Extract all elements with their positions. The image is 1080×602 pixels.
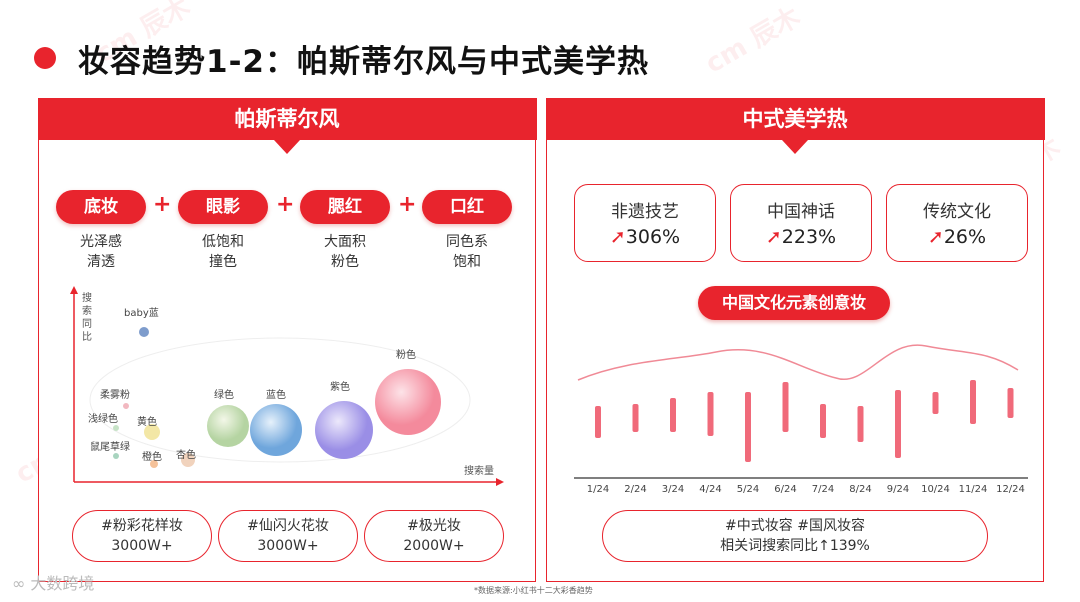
- bubble-label: 柔雾粉: [100, 388, 130, 401]
- x-tick-label: 7/24: [812, 484, 834, 495]
- tag-sparkle: #仙闪火花妆 3000W+: [218, 510, 358, 562]
- brand-logo: ∞ 大数跨境: [12, 574, 95, 593]
- creative-makeup-pill: 中国文化元素创意妆: [698, 286, 890, 320]
- bar-11/24: [970, 380, 976, 424]
- bubble-label: 鼠尾草绿: [90, 440, 130, 453]
- plus-sign: +: [276, 192, 295, 217]
- stat-traditional-culture: 传统文化 ➚26%: [886, 184, 1028, 262]
- x-tick-label: 2/24: [624, 484, 646, 495]
- trend-up-icon: ➚: [609, 226, 626, 248]
- tag-pastel-floral: #粉彩花样妆 3000W+: [72, 510, 212, 562]
- bar-1/24: [595, 406, 601, 438]
- bar-4/24: [707, 392, 714, 436]
- brand-icon: ∞: [12, 574, 31, 593]
- y-axis-arrow: [70, 286, 78, 294]
- chinese-aesthetics-panel: 中式美学热: [545, 97, 1045, 582]
- bubble-3: [144, 424, 160, 440]
- bubble-7: [207, 405, 249, 447]
- x-axis-label: 搜索量: [464, 466, 494, 477]
- x-tick-label: 11/24: [959, 484, 988, 495]
- bar-3/24: [670, 398, 676, 432]
- bar-6/24: [782, 382, 789, 432]
- x-axis-arrow: [496, 478, 504, 486]
- x-tick-label: 8/24: [849, 484, 871, 495]
- plus-sign: +: [398, 192, 417, 217]
- bubble-1: [123, 403, 129, 409]
- plus-sign: +: [153, 192, 172, 217]
- x-tick-label: 12/24: [996, 484, 1025, 495]
- step-desc: 大面积 粉色: [324, 234, 366, 270]
- x-tick-label: 5/24: [737, 484, 759, 495]
- bar-8/24: [857, 406, 864, 442]
- x-tick-label: 6/24: [774, 484, 796, 495]
- bubble-label: 粉色: [396, 348, 416, 361]
- bubble-8: [250, 404, 302, 456]
- trend-line: [577, 344, 1019, 381]
- bubble-label: 橙色: [142, 450, 162, 463]
- bubble-2: [113, 425, 119, 431]
- monthly-trend-chart: 1/24 2/24 3/24 4/24 5/24 6/24 7/24 8/24 9/24 10/2…: [574, 344, 1028, 495]
- pastel-panel: 帕斯蒂尔风: [37, 97, 537, 582]
- bubble-label: 绿色: [214, 388, 234, 401]
- stat-chinese-mythology: 中国神话 ➚223%: [730, 184, 872, 262]
- chart-backdrop-ellipse: [89, 337, 471, 463]
- step-desc: 光泽感 清透: [80, 234, 122, 270]
- bubble-4: [113, 453, 119, 459]
- step-eyeshadow: 眼影: [178, 190, 268, 224]
- bar-5/24: [745, 392, 751, 462]
- stat-heritage-craft: 非遗技艺 ➚306%: [574, 184, 716, 262]
- bubble-label: 紫色: [330, 380, 350, 393]
- bubble-6: [181, 453, 195, 467]
- x-tick-label: 1/24: [587, 484, 609, 495]
- x-tick-label: 9/24: [887, 484, 909, 495]
- bar-2/24: [632, 404, 639, 432]
- bar-12/24: [1007, 388, 1014, 418]
- bar-9/24: [895, 390, 901, 458]
- bubble-0: [139, 327, 149, 337]
- x-tick-label: 4/24: [699, 484, 721, 495]
- page-title: 妆容趋势1-2：帕斯蒂尔风与中式美学热: [78, 44, 650, 80]
- trend-up-icon: ➚: [927, 226, 944, 248]
- bar-10/24: [932, 392, 939, 414]
- data-source-note: *数据来源:小红书十二大彩香趋势: [474, 586, 593, 595]
- step-desc: 低饱和 撞色: [202, 234, 244, 270]
- x-tick-label: 3/24: [662, 484, 684, 495]
- chinese-style-summary: #中式妆容 #国风妆容 相关词搜索同比↑139%: [602, 510, 988, 562]
- bubble-label: baby蓝: [124, 307, 159, 319]
- trend-up-icon: ➚: [765, 226, 782, 248]
- bar-7/24: [820, 404, 826, 438]
- bubble-label: 黄色: [137, 415, 157, 428]
- tag-aurora: #极光妆 2000W+: [364, 510, 504, 562]
- bubble-label: 杏色: [176, 448, 196, 461]
- step-base-makeup: 底妆: [56, 190, 146, 224]
- title-bullet: [34, 47, 56, 69]
- step-lipstick: 口红: [422, 190, 512, 224]
- bubble-5: [150, 460, 158, 468]
- bubble-10: [375, 369, 441, 435]
- step-blush: 腮红: [300, 190, 390, 224]
- chinese-panel-header: 中式美学热: [545, 97, 1045, 154]
- bubble-label: 蓝色: [266, 388, 286, 401]
- bubble-9: [315, 401, 373, 459]
- watermark: cm 辰木: [700, 1, 806, 80]
- pastel-panel-header: 帕斯蒂尔风: [37, 97, 537, 154]
- y-axis-label: 搜索同比: [82, 293, 92, 343]
- step-desc: 同色系 饱和: [446, 234, 488, 270]
- bubble-label: 浅绿色: [88, 412, 118, 425]
- x-tick-label: 10/24: [921, 484, 950, 495]
